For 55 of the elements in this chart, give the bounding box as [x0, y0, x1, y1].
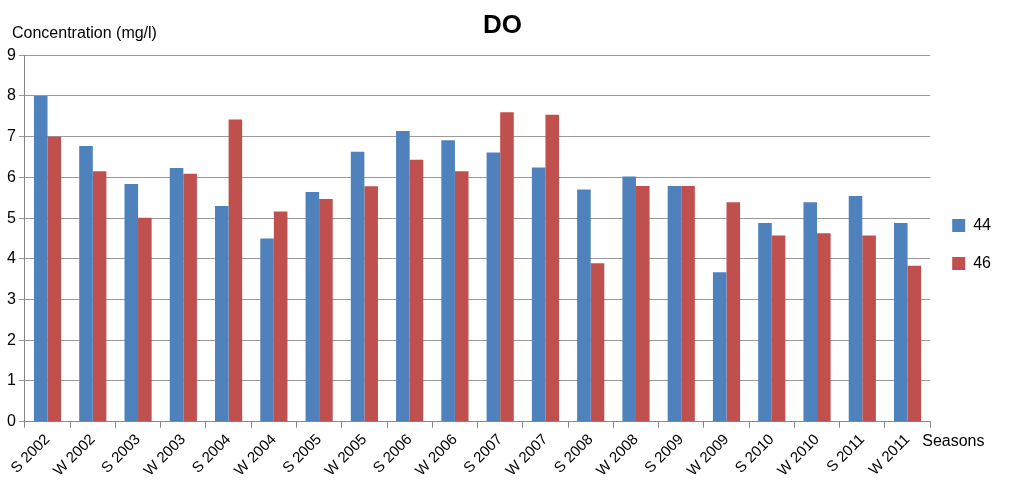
y-tick-label: 9 — [6, 45, 16, 63]
bar — [441, 140, 455, 422]
bar — [305, 192, 320, 422]
bar — [635, 185, 650, 422]
bar — [169, 168, 184, 422]
y-tick-label: 7 — [6, 127, 16, 145]
bar — [771, 235, 786, 422]
bar — [667, 185, 682, 422]
y-tick-label: 5 — [6, 208, 16, 226]
bar — [138, 217, 152, 422]
bar — [124, 183, 139, 422]
legend-label: 44 — [973, 215, 992, 233]
bar — [907, 265, 922, 422]
chart-title: DO — [483, 8, 522, 39]
bar — [350, 151, 365, 422]
bar — [409, 159, 424, 422]
bar — [183, 173, 197, 422]
bar — [590, 263, 605, 422]
bar — [364, 186, 378, 422]
y-tick-label: 8 — [6, 86, 16, 104]
bar — [758, 222, 772, 422]
y-axis-title: Concentration (mg/l) — [12, 23, 157, 41]
bar — [215, 205, 229, 422]
bar — [862, 235, 876, 422]
bar — [228, 119, 243, 422]
y-tick-label: 6 — [6, 167, 16, 185]
bar — [681, 185, 695, 422]
bar — [79, 146, 93, 422]
y-tick-label: 1 — [6, 371, 16, 389]
bar — [47, 136, 62, 422]
bar — [92, 171, 107, 422]
bar — [848, 196, 863, 422]
y-tick-label: 0 — [6, 412, 16, 430]
bar — [803, 202, 818, 422]
bar — [260, 238, 274, 422]
y-tick-label: 2 — [6, 330, 16, 348]
bar — [500, 112, 514, 422]
bar — [712, 272, 727, 422]
y-tick-label: 4 — [6, 249, 16, 267]
bar — [545, 114, 560, 422]
bar — [396, 130, 410, 422]
bar — [319, 198, 333, 422]
bar — [454, 171, 469, 422]
bar — [893, 222, 908, 422]
y-tick-label: 3 — [6, 289, 16, 307]
bar — [577, 189, 591, 422]
bar — [531, 167, 546, 422]
bar — [486, 152, 501, 422]
bar — [622, 176, 636, 422]
bar — [817, 233, 831, 422]
x-axis-title: Seasons — [922, 432, 985, 450]
legend-label: 46 — [973, 253, 992, 271]
bar — [273, 211, 288, 422]
bar — [33, 95, 48, 422]
bar — [726, 202, 741, 422]
